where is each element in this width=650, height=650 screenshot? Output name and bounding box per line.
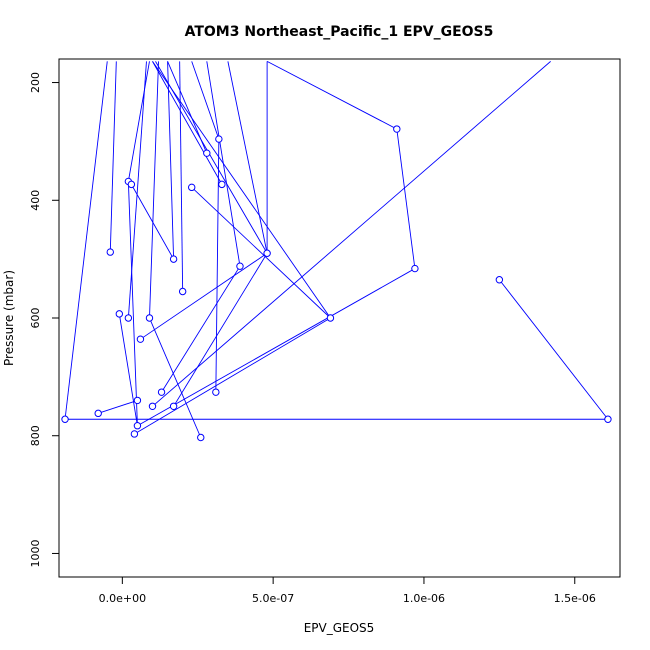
data-point — [604, 415, 612, 423]
data-point — [124, 314, 133, 322]
x-axis: 0.0e+00 5.0e-07 1.0e-06 1.5e-06 — [99, 576, 596, 605]
data-point — [133, 396, 142, 405]
data-point — [169, 402, 178, 410]
series-line — [149, 61, 202, 438]
data-point — [212, 388, 220, 396]
data-point — [136, 335, 145, 343]
y-axis: 200 400 600 800 1000 — [29, 72, 60, 567]
chart-title: ATOM3 Northeast_Pacific_1 EPV_GEOS5 — [185, 24, 494, 40]
series-line — [65, 279, 609, 420]
series-line — [266, 60, 416, 269]
data-point — [127, 180, 136, 189]
data-point — [148, 402, 157, 410]
data-point — [197, 433, 205, 442]
data-point — [61, 415, 69, 423]
series-line — [64, 61, 108, 420]
plot-frame — [58, 58, 621, 578]
data-point — [130, 430, 139, 438]
data-lines — [64, 60, 609, 438]
y-tick-label: 1000 — [29, 539, 42, 567]
series-line — [109, 61, 117, 253]
data-point — [236, 262, 244, 270]
series-line — [191, 186, 331, 319]
data-point — [393, 125, 401, 133]
series-line — [140, 252, 268, 340]
data-points — [61, 125, 612, 442]
data-point — [326, 314, 335, 322]
series-line — [179, 61, 184, 292]
series-line — [98, 399, 138, 414]
y-tick-label: 400 — [29, 190, 42, 211]
data-point — [263, 249, 271, 257]
y-axis-label: Pressure (mbar) — [2, 270, 16, 366]
data-point — [188, 183, 196, 192]
series-line — [152, 61, 223, 185]
series-line — [134, 61, 332, 435]
series-line — [118, 61, 150, 426]
data-point — [157, 388, 166, 396]
data-point — [215, 135, 223, 143]
data-point — [169, 255, 178, 263]
data-point — [94, 409, 102, 418]
data-point — [106, 248, 114, 256]
series-line — [127, 61, 147, 319]
data-point — [145, 314, 154, 322]
x-axis-label: EPV_GEOS5 — [304, 621, 375, 635]
data-point — [203, 149, 211, 157]
data-point — [218, 180, 226, 189]
series-line — [173, 61, 268, 407]
series-line — [137, 268, 416, 427]
data-point — [133, 422, 142, 430]
x-tick-label: 0.0e+00 — [99, 592, 146, 605]
data-point — [411, 264, 419, 273]
x-tick-label: 5.0e-07 — [252, 592, 294, 605]
y-tick-label: 600 — [29, 308, 42, 329]
y-tick-label: 800 — [29, 425, 42, 446]
x-tick-label: 1.0e-06 — [403, 592, 445, 605]
series-line — [161, 61, 241, 393]
series-line — [152, 61, 551, 407]
data-point — [178, 287, 187, 296]
x-tick-label: 1.5e-06 — [554, 592, 596, 605]
y-tick-label: 200 — [29, 72, 42, 93]
data-point — [495, 276, 504, 284]
data-point — [115, 310, 124, 318]
